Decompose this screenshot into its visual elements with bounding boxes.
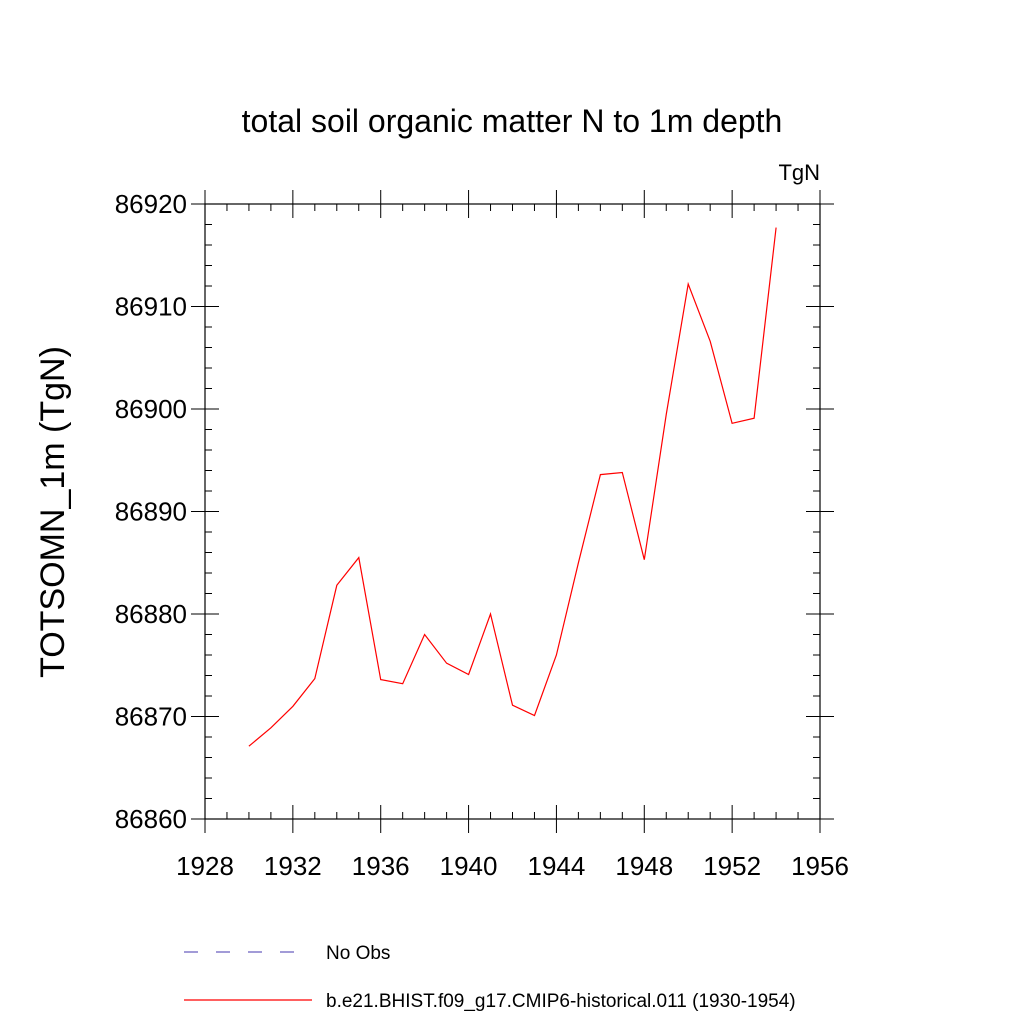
y-tick-label: 86890 — [115, 497, 187, 527]
y-tick-label: 86880 — [115, 599, 187, 629]
x-tick-labels: 1928 1932 1936 1940 1944 1948 1952 1956 — [176, 851, 849, 881]
x-tick-label: 1928 — [176, 851, 234, 881]
y-axis-label: TOTSOMN_1m (TgN) — [34, 346, 72, 678]
y-tick-label: 86910 — [115, 292, 187, 322]
series-layer — [248, 227, 777, 747]
y-tick-label: 86860 — [115, 804, 187, 834]
legend-label: b.e21.BHIST.f09_g17.CMIP6-historical.011… — [326, 991, 796, 1012]
x-tick-label: 1948 — [615, 851, 673, 881]
plot-axes — [191, 190, 834, 833]
x-tick-label: 1952 — [703, 851, 761, 881]
x-tick-label: 1956 — [791, 851, 849, 881]
x-tick-label: 1932 — [264, 851, 322, 881]
x-tick-label: 1944 — [528, 851, 586, 881]
x-tick-label: 1940 — [440, 851, 498, 881]
y-tick-label: 86920 — [115, 189, 187, 219]
x-tick-label: 1936 — [352, 851, 410, 881]
legend-label: No Obs — [326, 943, 390, 964]
units-label: TgN — [778, 160, 820, 185]
series-line — [248, 227, 777, 747]
chart-title: total soil organic matter N to 1m depth — [242, 103, 783, 139]
plot-frame — [204, 203, 821, 820]
y-tick-labels: 86860 86870 86880 86890 86900 86910 86920 — [115, 189, 187, 834]
legend: No Obs b.e21.BHIST.f09_g17.CMIP6-historic… — [184, 943, 796, 1012]
y-tick-label: 86900 — [115, 394, 187, 424]
y-tick-label: 86870 — [115, 702, 187, 732]
